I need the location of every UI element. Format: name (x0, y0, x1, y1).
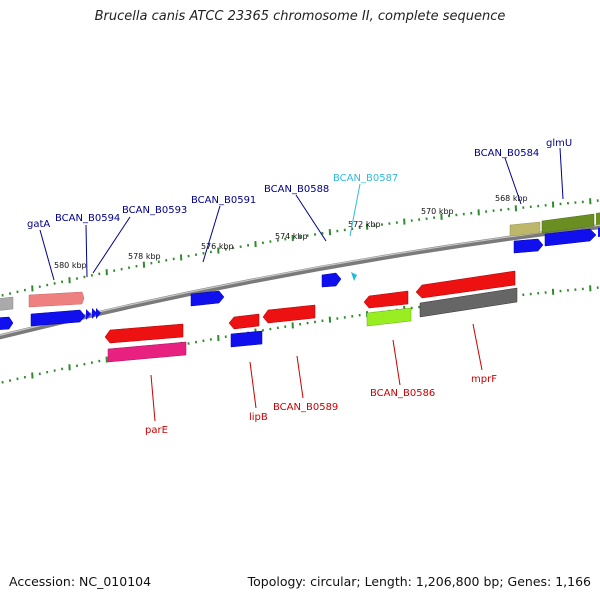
leader-mprF (472, 323, 483, 371)
top-label-leaders (39, 147, 564, 281)
gene-feature-BCAN_B0593[interactable] (30, 309, 86, 327)
kbp-label-574: 574 kbp (275, 232, 308, 241)
leader-BCAN_B0593 (92, 216, 131, 274)
kbp-label-580: 580 kbp (54, 261, 87, 270)
gene-feature-lipB[interactable] (228, 313, 260, 330)
leader-BCAN_B0591 (202, 205, 221, 263)
gene-feature-BCAN_B0587[interactable] (351, 272, 357, 281)
gene-feature-small-arrow-3[interactable] (96, 308, 101, 319)
gene-label-BCAN_B0588[interactable]: BCAN_B0588 (264, 184, 329, 195)
kbp-label-568: 568 kbp (495, 194, 528, 203)
kbp-label-572: 572 kbp (348, 220, 381, 229)
gene-feature-blue-left[interactable] (0, 316, 14, 330)
gene-feature-BCAN_B0588[interactable] (321, 272, 342, 288)
gene-feature-BCAN_B0589[interactable] (262, 304, 316, 324)
gene-label-lipB[interactable]: lipB (249, 412, 268, 423)
gene-label-BCAN_B0589[interactable]: BCAN_B0589 (273, 402, 338, 413)
gene-label-BCAN_B0587[interactable]: BCAN_B0587 (333, 173, 398, 184)
kbp-label-578: 578 kbp (128, 252, 161, 261)
gene-feature-parE-red[interactable] (104, 323, 184, 344)
outer-tick-track (1, 198, 599, 297)
gene-label-BCAN_B0594[interactable]: BCAN_B0594 (55, 213, 120, 224)
leader-BCAN_B0586 (392, 339, 401, 386)
kbp-label-570: 570 kbp (421, 207, 454, 216)
gene-feature-parE[interactable] (107, 341, 187, 363)
gene-label-mprF[interactable]: mprF (471, 374, 497, 385)
bottom-gene-labels: parE lipB BCAN_B0589 BCAN_B0586 mprF (145, 374, 497, 436)
gene-feature-blue-right-1[interactable] (513, 238, 544, 254)
leader-BCAN_B0589 (296, 355, 304, 399)
gene-feature-glmU[interactable] (541, 213, 595, 234)
summary-text: Topology: circular; Length: 1,206,800 bp… (247, 574, 591, 589)
gene-feature-blue-lower[interactable] (230, 330, 263, 348)
gene-label-glmU[interactable]: glmU (546, 138, 572, 149)
gene-feature-red-right[interactable] (415, 270, 516, 299)
gene-feature-BCAN_B0591[interactable] (190, 290, 225, 307)
gene-label-BCAN_B0591[interactable]: BCAN_B0591 (191, 195, 256, 206)
leader-lipB (249, 361, 257, 409)
leader-parE (150, 374, 156, 422)
reverse-strand-genes (104, 270, 518, 363)
kbp-scale-labels: 580 kbp 578 kbp 576 kbp 574 kbp 572 kbp … (54, 194, 528, 270)
gene-feature-small-arrow-1[interactable] (86, 309, 91, 320)
kbp-label-576: 576 kbp (201, 242, 234, 251)
accession-text: Accession: NC_010104 (9, 574, 152, 589)
top-gene-labels: gatA BCAN_B0594 BCAN_B0593 BCAN_B0591 BC… (27, 138, 572, 230)
leader-BCAN_B0587 (349, 183, 361, 237)
map-title: Brucella canis ATCC 23365 chromosome II,… (94, 9, 506, 24)
gene-feature-red-mid[interactable] (363, 290, 409, 309)
gene-label-parE[interactable]: parE (145, 425, 168, 436)
gene-feature-gatA[interactable] (28, 291, 85, 308)
gene-feature-BCAN_B0586[interactable] (366, 307, 412, 327)
gene-label-BCAN_B0586[interactable]: BCAN_B0586 (370, 388, 435, 399)
gene-feature-blue-right-2[interactable] (544, 228, 597, 247)
gene-feature-olive-edge[interactable] (596, 212, 600, 225)
gene-label-gatA[interactable]: gatA (27, 219, 50, 230)
gene-label-BCAN_B0584[interactable]: BCAN_B0584 (474, 148, 539, 159)
gene-feature-mprF[interactable] (419, 287, 518, 318)
gene-feature-small-arrow-2[interactable] (92, 308, 97, 319)
leader-BCAN_B0584 (504, 157, 522, 205)
bottom-label-leaders (150, 323, 483, 422)
gene-feature-BCAN_B0584[interactable] (509, 221, 541, 237)
leader-gatA (39, 229, 55, 281)
leader-BCAN_B0594 (85, 224, 88, 278)
forward-strand-genes (0, 212, 600, 330)
leader-BCAN_B0588 (295, 194, 327, 242)
gene-feature-grey[interactable] (0, 296, 14, 311)
leader-glmU (559, 147, 564, 200)
gene-label-BCAN_B0593[interactable]: BCAN_B0593 (122, 205, 187, 216)
